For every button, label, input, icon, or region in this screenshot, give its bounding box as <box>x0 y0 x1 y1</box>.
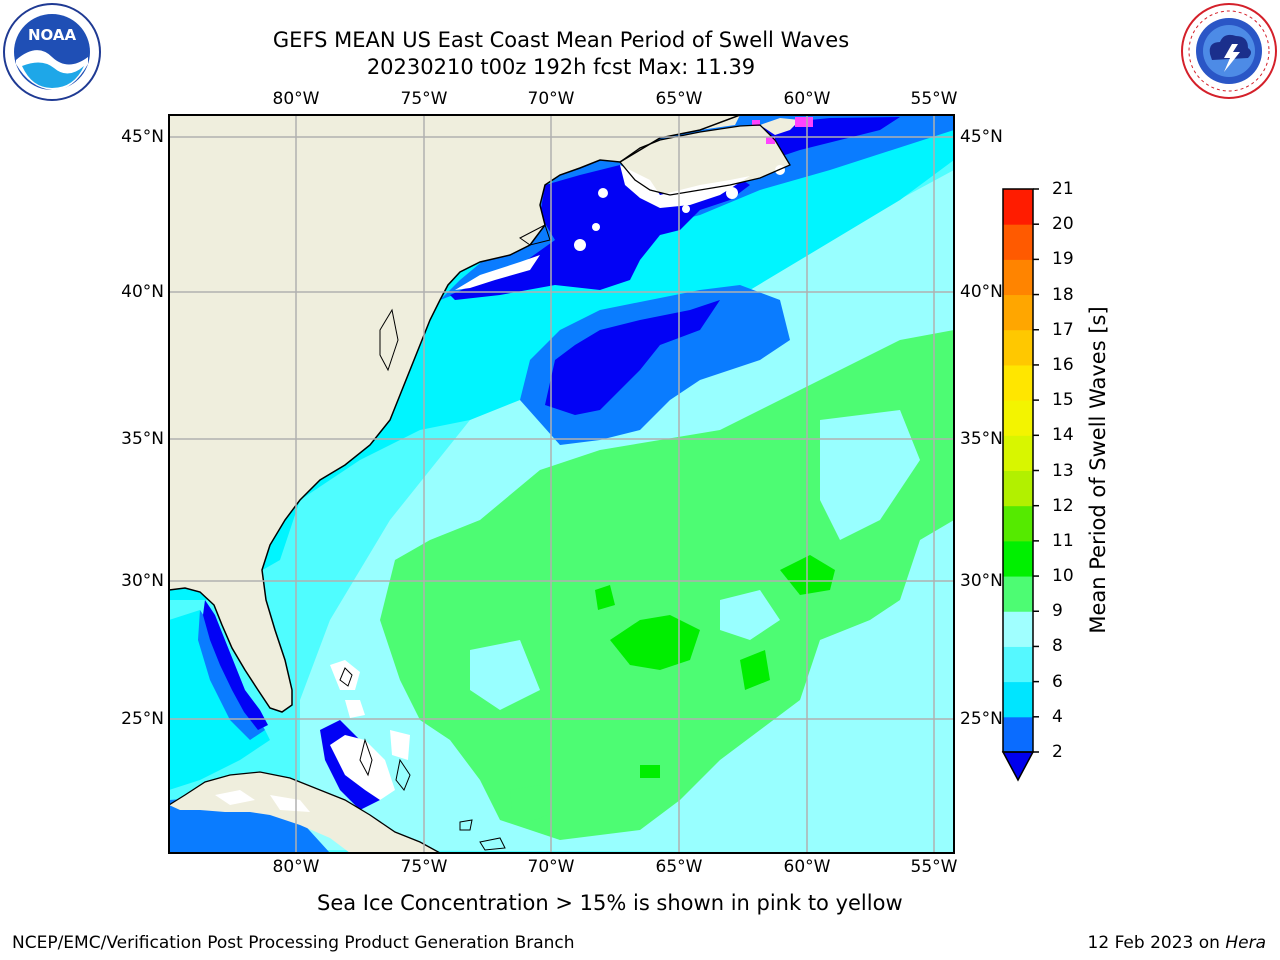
swell-band-10-11 <box>610 615 700 670</box>
colorbar-tick-label: 17 <box>1052 319 1074 340</box>
map-subtitle: 20230210 t00z 192h fcst Max: 11.39 <box>366 55 756 79</box>
lat-label-left: 25°N <box>121 709 164 729</box>
colorbar-tick-label: 2 <box>1052 742 1063 762</box>
lon-label-top: 70°W <box>527 89 575 109</box>
lat-label-right: 25°N <box>960 709 1003 729</box>
colorbar-tick-label: 18 <box>1052 284 1074 305</box>
colorbar-tick-label: 10 <box>1052 566 1074 587</box>
lon-label-bottom: 70°W <box>527 857 575 877</box>
lat-label-left: 30°N <box>121 571 164 591</box>
lon-label-bottom: 60°W <box>783 857 831 877</box>
colorbar-segment <box>1003 189 1033 225</box>
credit-host: Hera <box>1225 933 1266 953</box>
colorbar-tick-label: 21 <box>1052 179 1074 199</box>
lon-label-bottom: 65°W <box>655 857 703 877</box>
colorbar-segment <box>1003 435 1033 471</box>
nws-logo <box>1181 3 1277 99</box>
lon-label-top: 80°W <box>272 89 320 109</box>
credit-date-text: 12 Feb 2023 on <box>1087 933 1226 953</box>
colorbar-tick-label: 15 <box>1052 390 1074 411</box>
lon-label-bottom: 55°W <box>910 857 958 877</box>
colorbar-segment <box>1003 505 1033 542</box>
lat-label-left: 35°N <box>121 429 164 449</box>
colorbar-tick-label: 9 <box>1052 601 1063 622</box>
lat-label-left: 45°N <box>121 127 164 147</box>
colorbar-segment <box>1003 540 1033 577</box>
colorbar-segment <box>1003 646 1033 683</box>
colorbar-segment <box>1003 681 1033 718</box>
map-title: GEFS MEAN US East Coast Mean Period of S… <box>272 28 850 52</box>
colorbar-segment <box>1003 400 1033 436</box>
lat-label-right: 40°N <box>960 282 1003 302</box>
lon-label-top: 60°W <box>783 89 831 109</box>
colorbar-tick-label: 20 <box>1052 214 1074 235</box>
credit-date: 12 Feb 2023 on Hera <box>1088 933 1266 953</box>
colorbar-tick-label: 6 <box>1052 671 1063 692</box>
lat-label-right: 30°N <box>960 571 1003 591</box>
noaa-logo: NOAA <box>3 3 101 101</box>
colorbar-segment <box>1003 294 1033 331</box>
coastline <box>169 115 741 713</box>
shoal-bahamas <box>330 735 395 800</box>
lon-label-top: 55°W <box>910 89 958 109</box>
colorbar-segment <box>1003 716 1033 753</box>
map-frame <box>168 114 955 854</box>
colorbar-label: Mean Period of Swell Waves [s] <box>1086 306 1110 634</box>
colorbar-segment <box>1003 224 1033 260</box>
swell-band-9-10 <box>380 330 954 840</box>
sea-ice-footnote: Sea Ice Concentration > 15% is shown in … <box>317 891 903 915</box>
lat-label-right: 35°N <box>960 429 1003 449</box>
graticule <box>169 115 954 853</box>
colorbar-segment <box>1003 470 1033 507</box>
colorbar-segment <box>1003 329 1033 366</box>
colorbar-tick-label: 11 <box>1052 530 1074 551</box>
colorbar-tick-label: 16 <box>1052 354 1074 375</box>
lon-label-bottom: 80°W <box>272 857 320 877</box>
colorbar-segment <box>1003 576 1033 612</box>
lat-label-left: 40°N <box>121 282 164 302</box>
credit-branch: NCEP/EMC/Verification Post Processing Pr… <box>12 933 575 953</box>
colorbar-segment <box>1003 259 1033 296</box>
lon-label-bottom: 75°W <box>400 857 448 877</box>
sea-ice-cells <box>795 117 813 127</box>
lon-label-top: 75°W <box>400 89 448 109</box>
svg-text:NOAA: NOAA <box>28 26 77 44</box>
colorbar-segment <box>1003 611 1033 647</box>
colorbar-under-arrow <box>1001 751 1035 782</box>
land-north-america <box>169 115 740 712</box>
colorbar-tick-label: 4 <box>1052 706 1063 727</box>
colorbar-segment <box>1003 364 1033 401</box>
colorbar-tick-label: 8 <box>1052 636 1063 657</box>
lon-label-top: 65°W <box>655 89 703 109</box>
colorbar-tick-label: 13 <box>1052 460 1074 481</box>
colorbar-tick-label: 19 <box>1052 249 1074 270</box>
colorbar-tick-label: 14 <box>1052 425 1074 446</box>
lat-label-right: 45°N <box>960 127 1003 147</box>
colorbar-tick-label: 12 <box>1052 495 1074 516</box>
